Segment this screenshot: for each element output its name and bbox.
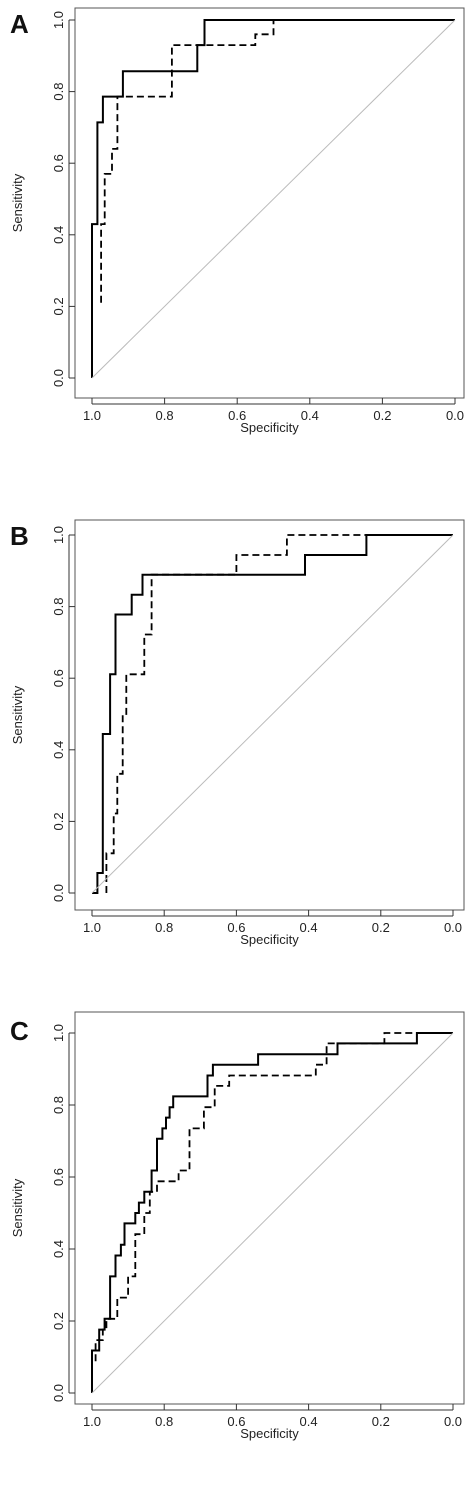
y-tick-label: 0.0 <box>51 1384 66 1402</box>
roc-curve-solid <box>91 19 455 378</box>
x-tick-label: 0.8 <box>155 1414 173 1429</box>
y-tick-label: 0.4 <box>51 226 66 244</box>
x-axis-title: Specificity <box>240 1426 299 1441</box>
roc-panel-b: B 0.0 0.2 0.4 0.6 0.8 1.0 1.0 0.8 0.6 0.4 0.2 0.0 Spe… <box>10 519 465 947</box>
y-tick-label: 0.6 <box>51 669 66 687</box>
reference-diagonal <box>91 1032 454 1394</box>
x-tick-label: 0.2 <box>372 1414 390 1429</box>
panel-label: A <box>10 9 29 39</box>
y-tick-label: 0.2 <box>51 297 66 315</box>
y-tick-label: 1.0 <box>51 526 66 544</box>
x-tick-label: 0.4 <box>300 1414 318 1429</box>
x-tick-label: 0.6 <box>228 408 246 423</box>
x-tick-label: 0.8 <box>156 408 174 423</box>
x-tick-label: 0.4 <box>301 408 319 423</box>
x-tick-label: 0.2 <box>372 920 390 935</box>
y-tick-label: 0.8 <box>51 83 66 101</box>
x-tick-label: 0.6 <box>227 1414 245 1429</box>
panel-label: C <box>10 1016 29 1046</box>
roc-curve-dashed <box>94 1032 453 1362</box>
panel-label: B <box>10 521 29 551</box>
y-axis-title: Sensitivity <box>10 173 25 232</box>
y-tick-label: 1.0 <box>51 1024 66 1042</box>
y-tick-label: 0.2 <box>51 812 66 830</box>
x-tick-label: 0.4 <box>300 920 318 935</box>
x-tick-label: 0.0 <box>446 408 464 423</box>
y-axis-title: Sensitivity <box>10 1178 25 1237</box>
plot-frame <box>74 1011 465 1405</box>
x-tick-label: 1.0 <box>83 1414 101 1429</box>
reference-diagonal <box>91 19 456 379</box>
x-tick-label: 0.0 <box>444 1414 462 1429</box>
x-tick-label: 0.8 <box>155 920 173 935</box>
reference-diagonal <box>91 534 454 894</box>
roc-panel-c: C 0.0 0.2 0.4 0.6 0.8 1.0 1.0 0.8 0.6 0.4 0.2 0.0 Spe… <box>10 1011 465 1441</box>
y-tick-label: 0.2 <box>51 1312 66 1330</box>
roc-curve-solid <box>92 534 453 894</box>
y-tick-label: 0.4 <box>51 741 66 759</box>
x-tick-label: 0.2 <box>373 408 391 423</box>
x-axis-title: Specificity <box>240 932 299 947</box>
x-tick-label: 0.6 <box>227 920 245 935</box>
y-tick-label: 0.8 <box>51 1096 66 1114</box>
y-tick-label: 0.8 <box>51 598 66 616</box>
roc-curve-dashed <box>105 534 453 893</box>
y-tick-label: 0.0 <box>51 884 66 902</box>
y-tick-label: 0.4 <box>51 1240 66 1258</box>
y-tick-label: 0.6 <box>51 154 66 172</box>
y-tick-label: 1.0 <box>51 11 66 29</box>
roc-curve-solid <box>91 1032 453 1393</box>
x-tick-label: 0.0 <box>444 920 462 935</box>
x-tick-label: 1.0 <box>83 408 101 423</box>
roc-panel-a: A 0.0 0.2 0.4 0.6 0.8 1.0 1.0 0.8 0.6 0.4 0.2 0.0 Spe… <box>10 7 465 435</box>
x-tick-label: 1.0 <box>83 920 101 935</box>
x-axis-title: Specificity <box>240 420 299 435</box>
y-tick-label: 0.0 <box>51 369 66 387</box>
plot-frame <box>74 519 465 911</box>
roc-curve-dashed <box>100 19 455 303</box>
plot-frame <box>74 7 465 399</box>
y-tick-label: 0.6 <box>51 1168 66 1186</box>
y-axis-title: Sensitivity <box>10 685 25 744</box>
